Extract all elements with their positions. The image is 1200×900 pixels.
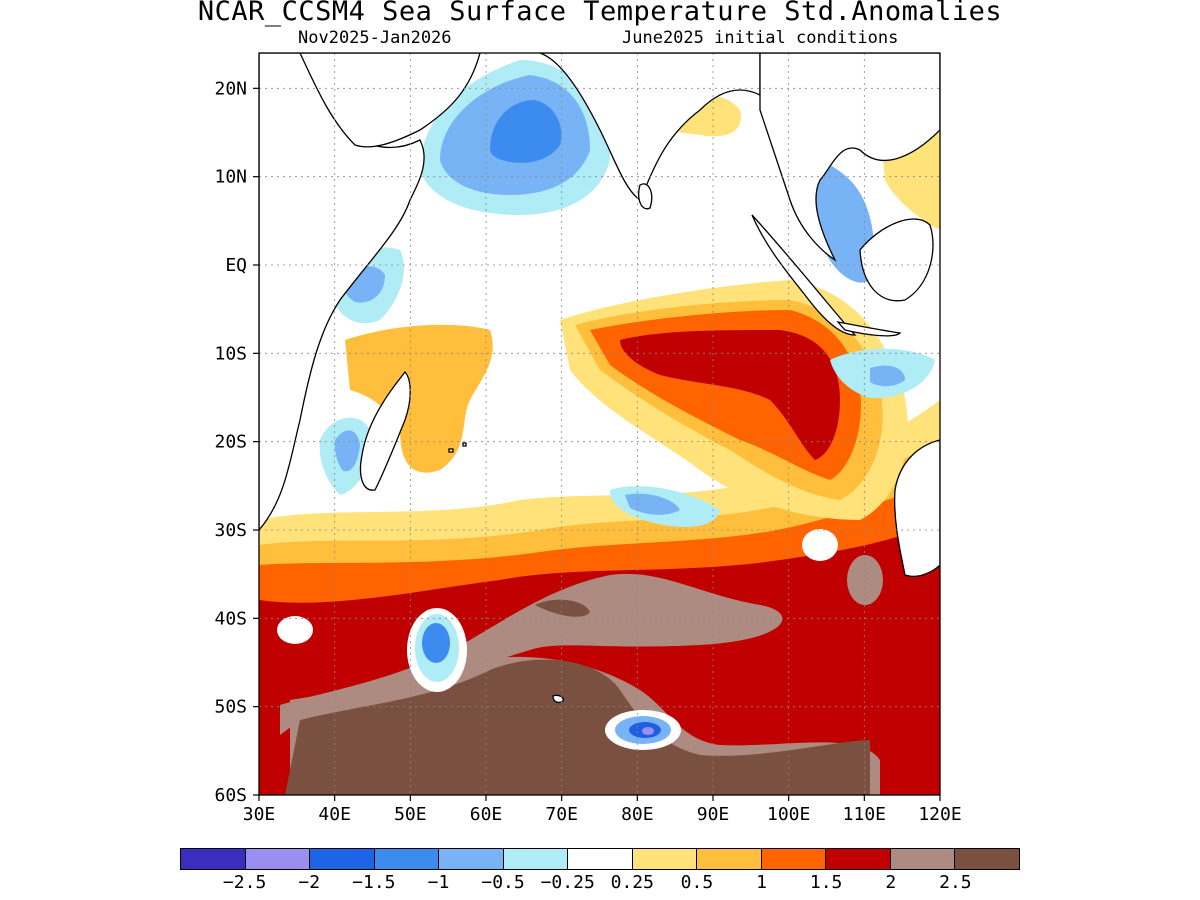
lon-tick-label: 80E <box>621 804 654 825</box>
colorbar-swatch <box>632 849 698 869</box>
lat-tick-label: 60S <box>214 785 247 806</box>
lon-tick-label: 40E <box>318 804 351 825</box>
colorbar-swatch <box>374 849 440 869</box>
lon-tick-label: 120E <box>918 804 961 825</box>
lat-tick-label: 40S <box>214 608 247 629</box>
colorbar-label: −0.5 <box>481 872 525 893</box>
lat-tick-label: 20N <box>214 78 247 99</box>
colorbar-swatch <box>245 849 311 869</box>
anomaly-region-white-spot-southwest <box>277 616 313 644</box>
anomaly-region-mauve-south <box>280 573 783 735</box>
lon-tick-label: 70E <box>545 804 578 825</box>
colorbar-swatch <box>955 849 1019 869</box>
lon-tick-label: 100E <box>767 804 810 825</box>
anomaly-region-orange-west <box>345 324 493 473</box>
map-plot-area <box>259 53 940 795</box>
colorbar-label: −1.5 <box>352 872 396 893</box>
lat-tick-label: EQ <box>225 255 247 276</box>
borneo-coastline <box>859 218 934 302</box>
colorbar-label: 1.5 <box>809 872 843 893</box>
colorbar-label: 0.5 <box>680 872 714 893</box>
colorbar-swatch <box>890 849 956 869</box>
colorbar-swatch <box>310 849 375 869</box>
java-coastline <box>836 321 902 337</box>
mascarene-islands <box>448 442 467 453</box>
southeast-asia-coastline <box>759 53 940 262</box>
colorbar-label: −2 <box>298 872 321 893</box>
anomaly-region-brown-patch <box>535 599 590 617</box>
lat-tick-label: 10N <box>214 167 247 188</box>
colorbar-label: 0.25 <box>610 872 654 893</box>
initial-conditions: June2025 initial conditions <box>622 28 899 48</box>
colorbar-swatch <box>826 849 891 869</box>
lon-tick-label: 90E <box>697 804 730 825</box>
colorbar-swatch <box>503 849 569 869</box>
anomaly-region-white-spot-southeast <box>802 529 838 561</box>
colorbar-label: −2.5 <box>222 872 267 893</box>
colorbar-swatch <box>568 849 633 869</box>
anomaly-region-lightblue-madagascar <box>334 430 360 472</box>
lon-tick-label: 110E <box>843 804 886 825</box>
colorbar-swatch <box>697 849 762 869</box>
colorbar <box>180 848 1020 870</box>
lat-tick-label: 20S <box>214 432 247 453</box>
anomaly-region-lightblue-indonesia <box>870 365 905 387</box>
kerguelen-island <box>552 694 564 703</box>
anomaly-region-mauve-spot-east <box>847 555 883 605</box>
colorbar-label: −0.25 <box>540 872 595 893</box>
anomaly-region-cold-spot-east-core <box>642 727 654 735</box>
sri-lanka-coastline <box>638 183 653 210</box>
lat-tick-label: 10S <box>214 343 247 364</box>
arabian-peninsula-coastline <box>299 53 481 148</box>
lon-tick-label: 50E <box>394 804 427 825</box>
lat-tick-label: 50S <box>214 697 247 718</box>
colorbar-swatch <box>761 849 827 869</box>
lon-tick-label: 30E <box>243 804 276 825</box>
colorbar-swatch <box>439 849 504 869</box>
colorbar-label: 2.5 <box>939 872 972 893</box>
colorbar-label: 1 <box>756 872 767 893</box>
colorbar-label: 2 <box>885 872 897 893</box>
forecast-period: Nov2025-Jan2026 <box>298 28 452 48</box>
anomaly-region-brown-south <box>285 659 870 795</box>
lon-tick-label: 60E <box>470 804 503 825</box>
colorbar-swatch <box>181 849 246 869</box>
map-title: NCAR_CCSM4 Sea Surface Temperature Std.A… <box>197 0 1003 27</box>
anomaly-region-blue-arabian <box>490 100 562 163</box>
lat-tick-label: 30S <box>214 520 247 541</box>
anomaly-region-cold-spot-west-blue <box>422 623 450 663</box>
anomaly-region-lightblue-central <box>625 493 680 515</box>
australia-coastline <box>894 439 940 577</box>
madagascar-coastline <box>359 370 411 491</box>
colorbar-label: −1 <box>427 872 450 893</box>
map-frame <box>258 52 941 796</box>
anomaly-region-red-east <box>620 330 840 460</box>
map-axes: 30E 40E 50E 60E 70E 80E 90E 100E 110E 120E 20N 10N E… <box>214 78 961 825</box>
map-gridlines <box>259 53 940 795</box>
sumatra-coastline <box>751 214 857 336</box>
